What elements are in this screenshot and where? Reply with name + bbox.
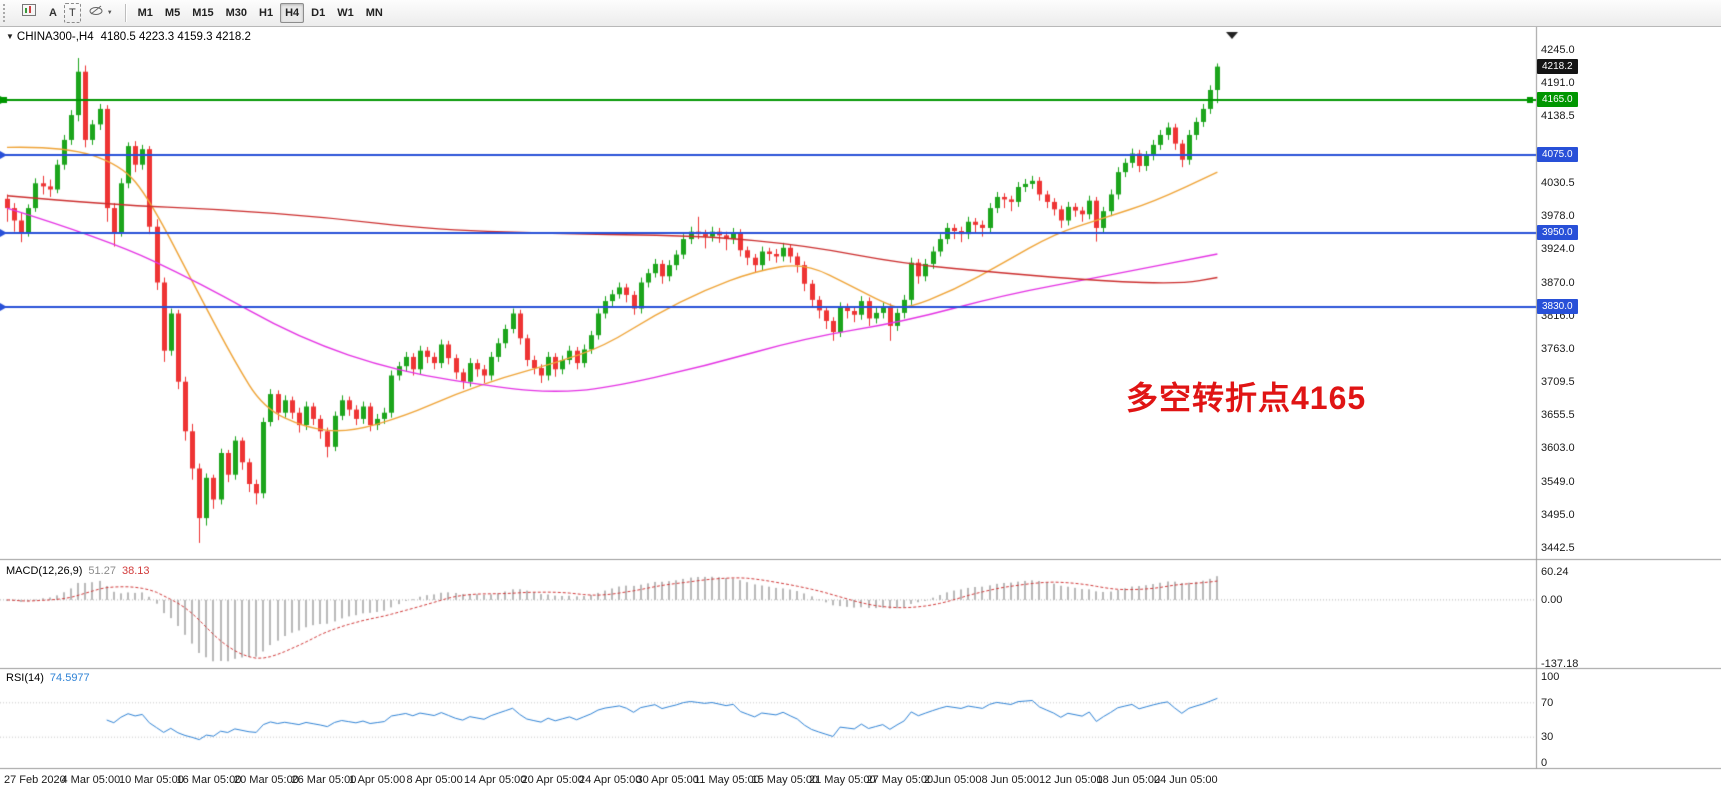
macd-panel-splitter[interactable]: [0, 557, 1536, 562]
macd-name: MACD(12,26,9): [6, 565, 83, 577]
rsi-indicator-label: RSI(14) 74.5977: [6, 672, 96, 684]
timeframe-button-h4[interactable]: H4: [280, 3, 305, 23]
timeframe-button-m15[interactable]: M15: [187, 3, 218, 23]
timeframe-button-d1[interactable]: D1: [306, 3, 330, 23]
timeframe-button-mn[interactable]: MN: [361, 3, 388, 23]
macd-main-value: 51.27: [88, 565, 116, 577]
symbol-period-label: CHINA300-,H4: [16, 31, 94, 43]
dropdown-caret-icon: ▼: [106, 10, 113, 16]
toolbar: A T ▼ M1 M5 M15 M30 H1 H4 D1 W1 MN: [0, 0, 1721, 27]
text-annotation-button[interactable]: A: [44, 3, 62, 23]
chart-area: ▼ CHINA300-,H4 4180.5 4223.3 4159.3 4218.2…: [0, 27, 1721, 793]
timeframe-button-group: M1 M5 M15 M30 H1 H4 D1 W1 MN: [132, 3, 389, 23]
ohlc-values: 4180.5 4223.3 4159.3 4218.2: [100, 31, 251, 43]
timeframe-button-w1[interactable]: W1: [332, 3, 359, 23]
rsi-value: 74.5977: [49, 672, 90, 684]
rsi-name: RSI(14): [6, 672, 44, 684]
shapes-tool-button[interactable]: ▼: [83, 3, 118, 23]
timeframe-button-m30[interactable]: M30: [221, 3, 252, 23]
text-tool-button[interactable]: T: [63, 3, 81, 23]
timeframe-button-h1[interactable]: H1: [254, 3, 278, 23]
shapes-icon: [88, 3, 104, 23]
toolbar-grip[interactable]: [3, 4, 10, 22]
timeframe-button-m1[interactable]: M1: [133, 3, 158, 23]
chart-annotation-text[interactable]: 多空转折点4165: [1126, 380, 1367, 416]
chart-window-icon: [21, 3, 37, 23]
timeframe-button-m5[interactable]: M5: [160, 3, 185, 23]
macd-indicator-label: MACD(12,26,9) 51.27 38.13: [6, 565, 155, 577]
collapse-icon[interactable]: ▼: [6, 32, 14, 41]
chart-info-line: ▼ CHINA300-,H4 4180.5 4223.3 4159.3 4218.2: [6, 31, 251, 43]
chart-plot-canvas[interactable]: [0, 27, 1721, 793]
toolbar-separator: [124, 4, 126, 22]
rsi-panel-splitter[interactable]: [0, 666, 1536, 671]
chart-window-button[interactable]: [16, 3, 42, 23]
macd-signal-value: 38.13: [121, 565, 150, 577]
